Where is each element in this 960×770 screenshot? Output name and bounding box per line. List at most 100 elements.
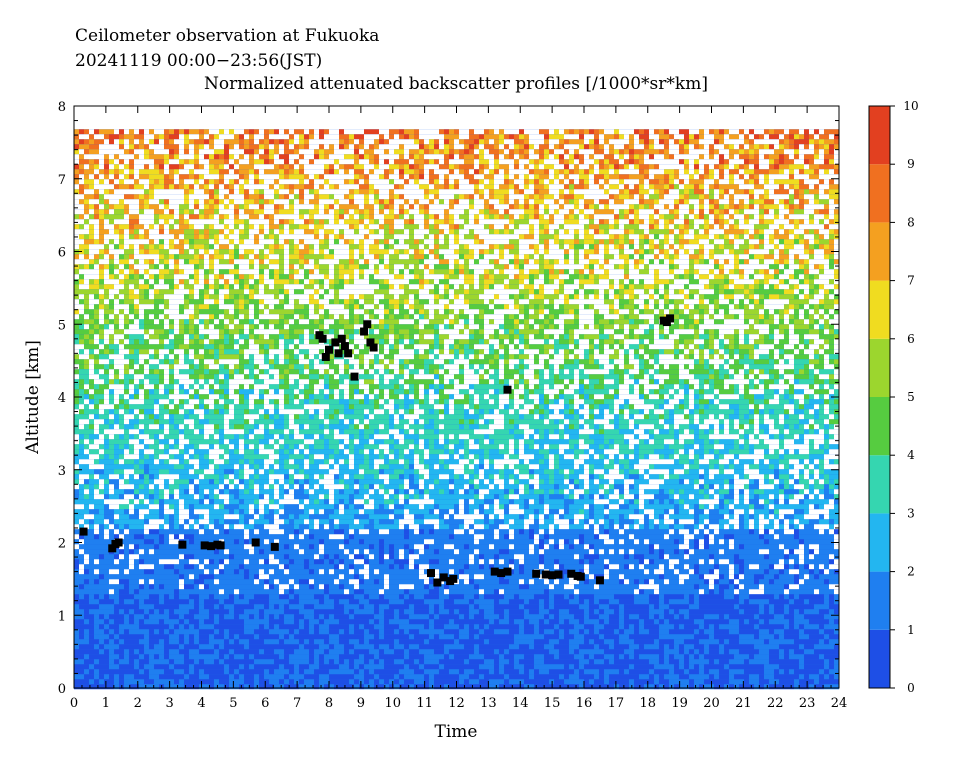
heatmap-cell	[379, 214, 384, 219]
heatmap-cell	[109, 149, 114, 154]
heatmap-cell	[804, 179, 809, 184]
heatmap-cell	[704, 149, 709, 154]
heatmap-cell	[84, 229, 89, 234]
heatmap-cell	[184, 279, 189, 284]
heatmap-cell	[124, 179, 129, 184]
heatmap-cell	[564, 279, 569, 284]
heatmap-cell	[244, 179, 249, 184]
heatmap-cell	[699, 279, 704, 284]
heatmap-cell	[784, 224, 789, 229]
heatmap-cell	[149, 269, 154, 274]
heatmap-cell	[124, 279, 129, 284]
heatmap-cell	[744, 284, 749, 289]
heatmap-cell	[684, 144, 689, 149]
heatmap-cell	[394, 154, 399, 159]
heatmap-cell	[144, 214, 149, 219]
heatmap-cell	[694, 189, 699, 194]
heatmap-cell	[414, 174, 419, 179]
heatmap-cell	[569, 169, 574, 174]
heatmap-cell	[434, 274, 439, 279]
heatmap-cell	[619, 259, 624, 264]
heatmap-cell	[434, 239, 439, 244]
heatmap-cell	[804, 274, 809, 279]
heatmap-cell	[84, 184, 89, 189]
heatmap-cell	[649, 209, 654, 214]
heatmap-cell	[769, 279, 774, 284]
heatmap-cell	[514, 239, 519, 244]
heatmap-cell	[439, 154, 444, 159]
heatmap-cell	[294, 139, 299, 144]
heatmap-cell	[144, 219, 149, 224]
heatmap-cell	[74, 264, 79, 269]
heatmap-cell	[264, 224, 269, 229]
heatmap-cell	[739, 214, 744, 219]
heatmap-cell	[244, 289, 249, 294]
heatmap-cell	[249, 224, 254, 229]
heatmap-cell	[94, 129, 99, 134]
heatmap-cell	[304, 134, 309, 139]
heatmap-cell	[689, 169, 694, 174]
heatmap-cell	[349, 234, 354, 239]
heatmap-cell	[409, 169, 414, 174]
heatmap-cell	[174, 214, 179, 219]
heatmap-cell	[419, 169, 424, 174]
heatmap-cell	[834, 259, 839, 264]
heatmap-cell	[189, 224, 194, 229]
heatmap-cell	[239, 174, 244, 179]
heatmap-cell	[254, 134, 259, 139]
heatmap-cell	[639, 219, 644, 224]
heatmap-cell	[574, 209, 579, 214]
heatmap-cell	[519, 224, 524, 229]
heatmap-cell	[499, 154, 504, 159]
heatmap-cell	[799, 259, 804, 264]
heatmap-cell	[784, 219, 789, 224]
heatmap-cell	[474, 204, 479, 209]
heatmap-cell	[329, 244, 334, 249]
heatmap-cell	[374, 229, 379, 234]
heatmap-cell	[829, 239, 834, 244]
heatmap-cell	[324, 259, 329, 264]
heatmap-cell	[149, 159, 154, 164]
heatmap-cell	[774, 184, 779, 189]
heatmap-cell	[474, 254, 479, 259]
heatmap-cell	[294, 239, 299, 244]
heatmap-cell	[149, 154, 154, 159]
heatmap-cell	[749, 209, 754, 214]
heatmap-cell	[609, 274, 614, 279]
heatmap-cell	[374, 274, 379, 279]
heatmap-cell	[699, 264, 704, 269]
heatmap-cell	[744, 229, 749, 234]
heatmap-cell	[824, 189, 829, 194]
heatmap-cell	[74, 154, 79, 159]
heatmap-cell	[569, 199, 574, 204]
heatmap-cell	[679, 249, 684, 254]
heatmap-cell	[154, 254, 159, 259]
heatmap-cell	[544, 249, 549, 254]
heatmap-cell	[214, 239, 219, 244]
heatmap-cell	[584, 244, 589, 249]
heatmap-cell	[704, 179, 709, 184]
heatmap-cell	[794, 159, 799, 164]
heatmap-cell	[124, 144, 129, 149]
heatmap-cell	[279, 139, 284, 144]
heatmap-cell	[619, 239, 624, 244]
heatmap-cell	[74, 244, 79, 249]
heatmap-cell	[84, 189, 89, 194]
heatmap-cell	[564, 214, 569, 219]
heatmap-cell	[254, 259, 259, 264]
heatmap-cell	[169, 204, 174, 209]
heatmap-cell	[589, 214, 594, 219]
heatmap-cell	[574, 274, 579, 279]
heatmap-cell	[384, 249, 389, 254]
heatmap-cell	[564, 134, 569, 139]
heatmap-cell	[759, 184, 764, 189]
heatmap-cell	[104, 139, 109, 144]
heatmap-cell	[354, 224, 359, 229]
heatmap-cell	[664, 229, 669, 234]
heatmap-cell	[519, 199, 524, 204]
heatmap-cell	[579, 189, 584, 194]
heatmap-cell	[574, 224, 579, 229]
heatmap-cell	[559, 154, 564, 159]
heatmap-cell	[754, 204, 759, 209]
heatmap-cell	[384, 129, 389, 134]
